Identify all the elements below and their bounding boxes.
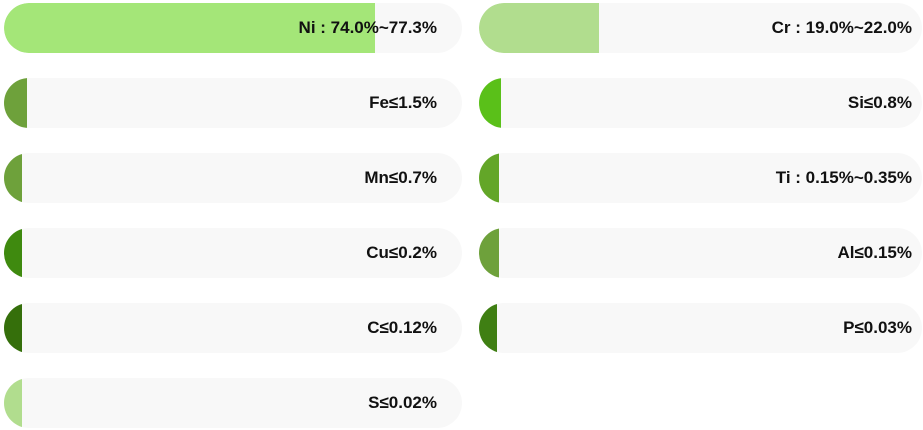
bar-label: Cu≤0.2% bbox=[366, 243, 437, 262]
bar-label: Ti : 0.15%~0.35% bbox=[775, 168, 912, 187]
bar-fill bbox=[4, 78, 27, 128]
composition-bar-p: P≤0.03% bbox=[479, 303, 922, 353]
bar-fill bbox=[4, 303, 23, 353]
bar-fill bbox=[479, 3, 599, 53]
bar-label: Al≤0.15% bbox=[837, 243, 912, 262]
bar-label: P≤0.03% bbox=[843, 318, 912, 337]
bar-fill bbox=[4, 153, 23, 203]
composition-bar-c: C≤0.12% bbox=[4, 303, 462, 353]
composition-bar-cu: Cu≤0.2% bbox=[4, 228, 462, 278]
composition-bar-ni: Ni : 74.0%~77.3% bbox=[4, 3, 462, 53]
bar-fill bbox=[4, 378, 23, 428]
composition-bar-ti: Ti : 0.15%~0.35% bbox=[479, 153, 922, 203]
bar-fill bbox=[4, 3, 375, 53]
composition-bar-si: Si≤0.8% bbox=[479, 78, 922, 128]
bar-fill bbox=[479, 228, 499, 278]
bar-fill bbox=[479, 153, 499, 203]
composition-bar-mn: Mn≤0.7% bbox=[4, 153, 462, 203]
composition-bar-s: S≤0.02% bbox=[4, 378, 462, 428]
bar-label: Mn≤0.7% bbox=[364, 168, 437, 187]
composition-bar-cr: Cr : 19.0%~22.0% bbox=[479, 3, 922, 53]
bar-label: Si≤0.8% bbox=[847, 93, 912, 112]
composition-bar-al: Al≤0.15% bbox=[479, 228, 922, 278]
bar-label: C≤0.12% bbox=[367, 318, 437, 337]
bar-label: Fe≤1.5% bbox=[369, 93, 437, 112]
bar-label: Cr : 19.0%~22.0% bbox=[771, 18, 912, 37]
bar-label: Ni : 74.0%~77.3% bbox=[298, 18, 437, 37]
bar-label: S≤0.02% bbox=[368, 393, 437, 412]
bar-fill bbox=[479, 78, 502, 128]
bar-fill bbox=[479, 303, 497, 353]
bar-fill bbox=[4, 228, 23, 278]
composition-bar-fe: Fe≤1.5% bbox=[4, 78, 462, 128]
